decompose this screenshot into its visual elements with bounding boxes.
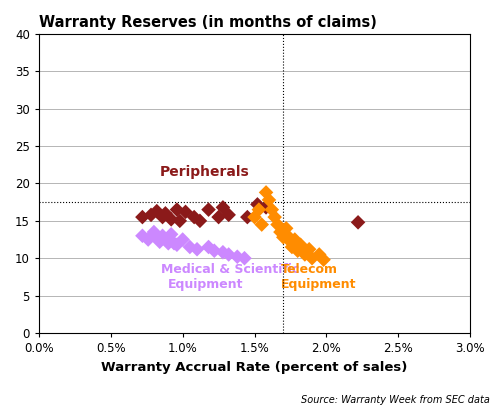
Point [144, 236, 152, 243]
Point [153, 208, 161, 214]
Point [270, 214, 278, 220]
Point [240, 255, 248, 261]
Point [219, 204, 227, 211]
Point [173, 241, 181, 248]
Text: Telecom: Telecom [280, 263, 338, 276]
Point [286, 238, 294, 245]
Point [294, 247, 302, 254]
Point [254, 201, 262, 208]
Point [291, 236, 299, 243]
Point [182, 209, 190, 215]
Point [301, 251, 309, 258]
Point [170, 240, 178, 247]
Point [138, 214, 146, 220]
Point [354, 219, 362, 226]
Point [164, 240, 172, 247]
Point [167, 216, 175, 222]
Point [258, 221, 266, 228]
Point [244, 214, 252, 220]
Point [320, 256, 328, 263]
Point [156, 238, 164, 245]
Point [158, 214, 166, 220]
Point [190, 214, 198, 220]
Point [219, 249, 227, 256]
Point [276, 229, 284, 235]
Point [147, 211, 155, 218]
Point [162, 236, 170, 243]
Point [268, 207, 276, 213]
Point [280, 234, 287, 240]
X-axis label: Warranty Accrual Rate (percent of sales): Warranty Accrual Rate (percent of sales) [102, 361, 407, 373]
Point [262, 189, 270, 196]
Point [282, 225, 290, 231]
Point [296, 241, 304, 248]
Point [315, 251, 323, 258]
Point [176, 218, 184, 224]
Point [305, 246, 313, 252]
Point [288, 244, 296, 250]
Point [167, 231, 175, 238]
Text: Equipment: Equipment [280, 278, 356, 291]
Point [234, 254, 241, 260]
Point [162, 210, 170, 217]
Point [204, 207, 212, 213]
Text: Warranty Reserves (in months of claims): Warranty Reserves (in months of claims) [39, 15, 377, 30]
Point [250, 214, 258, 220]
Point [204, 244, 212, 250]
Point [186, 244, 194, 250]
Point [138, 232, 146, 239]
Point [196, 218, 204, 224]
Point [255, 207, 263, 213]
Point [308, 255, 316, 261]
Point [224, 251, 232, 258]
Point [158, 232, 166, 239]
Text: Equipment: Equipment [168, 278, 244, 291]
Point [210, 247, 218, 254]
Text: Peripherals: Peripherals [160, 165, 249, 179]
Point [262, 204, 270, 211]
Point [284, 232, 292, 239]
Point [274, 221, 281, 228]
Point [193, 246, 201, 252]
Text: Medical & Scientific: Medical & Scientific [161, 263, 300, 276]
Point [173, 207, 181, 213]
Text: Source: Warranty Week from SEC data: Source: Warranty Week from SEC data [301, 395, 490, 405]
Point [153, 234, 161, 240]
Point [265, 197, 273, 203]
Point [178, 236, 186, 243]
Point [224, 211, 232, 218]
Point [214, 214, 222, 220]
Point [150, 229, 158, 235]
